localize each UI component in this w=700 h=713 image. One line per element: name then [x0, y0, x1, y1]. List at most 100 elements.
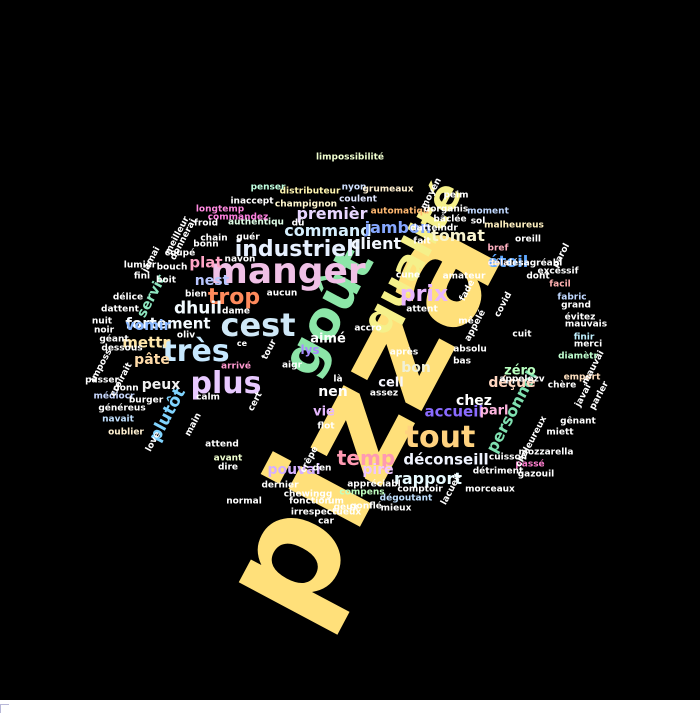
cloud-word: longtemp — [195, 204, 245, 215]
cloud-word: coulent — [339, 194, 377, 205]
cloud-word: industriell — [234, 237, 362, 262]
cloud-word: appelezv — [499, 374, 545, 385]
cloud-word: étoil — [487, 252, 529, 271]
cloud-word: bon — [401, 360, 431, 376]
cloud-word: tomat — [431, 226, 485, 245]
cloud-word: authentiqu — [228, 217, 284, 228]
cloud-word: fortement — [125, 314, 211, 333]
cloud-word: coupé — [164, 248, 196, 259]
cloud-word: main — [183, 411, 204, 439]
cloud-word: bonn — [193, 239, 219, 250]
cloud-word: oublier — [108, 427, 144, 438]
cloud-word: car — [318, 516, 334, 527]
cloud-word: délai — [487, 258, 513, 269]
cloud-word: bas — [453, 356, 471, 367]
cloud-word: manger — [210, 251, 366, 292]
cloud-word: arrivé — [220, 361, 252, 372]
cloud-word: plus — [190, 366, 262, 401]
cloud-word: grumeaux — [362, 184, 414, 195]
cloud-word: géant — [99, 334, 129, 345]
cloud-word: bâclée — [433, 214, 467, 225]
cloud-word: client — [350, 234, 402, 253]
cloud-word: oreill — [515, 234, 541, 245]
cloud-word: dont — [526, 271, 550, 282]
cloud-word: tout — [404, 420, 476, 455]
cloud-word: datteindr — [410, 223, 458, 234]
cloud-word: mieux — [380, 503, 412, 514]
cloud-word: geux — [333, 502, 359, 513]
cloud-word: chez — [456, 393, 492, 409]
cloud-word: attent — [406, 304, 438, 315]
cloud-word: distributeur — [279, 186, 341, 197]
cloud-word: fonction — [289, 496, 331, 507]
cloud-word: penser — [250, 182, 286, 193]
cloud-word: noir — [93, 325, 115, 336]
cloud-word: automatiqu — [370, 206, 430, 217]
cloud-word: là — [333, 374, 343, 385]
cloud-word: bouch — [156, 262, 188, 273]
cloud-word: finir — [573, 332, 595, 343]
cloud-word: dhuil — [173, 298, 223, 319]
cloud-word: moment — [467, 206, 509, 217]
cloud-word: den — [312, 463, 332, 474]
cloud-word: zéro — [504, 363, 536, 379]
cloud-word: chain — [200, 233, 228, 244]
cloud-word: diamètr — [558, 351, 598, 362]
cloud-word: champignon — [274, 199, 338, 210]
cloud-word: vomir — [125, 318, 171, 334]
cloud-word: assez — [369, 388, 399, 399]
cloud-word: parler — [587, 379, 612, 412]
cloud-word: mê — [458, 316, 474, 327]
cloud-word: dire — [217, 462, 239, 473]
cloud-word: généreus — [98, 403, 146, 414]
cloud-word: fait — [413, 236, 431, 247]
cloud-word: irrespectueux — [290, 507, 362, 518]
cloud-word: dû — [291, 218, 305, 229]
cloud-word: détriment — [472, 466, 524, 477]
cloud-word: nyon — [341, 182, 367, 193]
cloud-word: cest — [220, 306, 296, 344]
cloud-word: aucun — [266, 288, 298, 299]
cloud-word: inaccept — [230, 196, 274, 207]
cloud-word: temp — [336, 446, 396, 470]
cloud-word: froid — [193, 218, 219, 229]
cloud-word: dessous — [101, 343, 143, 354]
cloud-word: médiocr — [93, 391, 135, 402]
cloud-word: excessif — [537, 266, 579, 277]
cloud-word: nest — [194, 273, 230, 289]
cloud-word: mettr — [122, 333, 170, 352]
cloud-word: boit — [155, 275, 177, 286]
cloud-word: morceaux — [465, 484, 515, 495]
cloud-word: cuit — [512, 329, 532, 340]
cloud-word: dernier — [261, 480, 299, 491]
cloud-word: flot — [317, 421, 335, 432]
cloud-word: merci — [573, 339, 603, 350]
cloud-word: lys — [300, 343, 320, 357]
cloud-word: passer — [85, 375, 119, 386]
cloud-word: pouvai — [267, 462, 321, 478]
cloud-word: bref — [487, 243, 509, 254]
cloud-word: chère — [547, 380, 577, 391]
cloud-word: bien — [184, 289, 208, 300]
cloud-word: accro — [354, 323, 382, 334]
cloud-word: malheureus — [484, 220, 544, 231]
cloud-word: sol — [470, 216, 486, 227]
cloud-word: gazouil — [517, 469, 555, 480]
cloud-word: limpossibilité — [315, 152, 385, 163]
cloud-word: rapport — [393, 469, 463, 488]
cloud-word: aigr — [281, 360, 303, 371]
cloud-word: mozzarella — [518, 447, 574, 458]
cloud-word: peux — [141, 377, 181, 393]
cloud-word: dame — [222, 306, 250, 317]
cloud-word: désagréabl — [505, 258, 563, 269]
cloud-word: amateur — [442, 271, 486, 282]
cloud-word: gonflé — [350, 501, 382, 512]
cloud-word: calm — [196, 392, 220, 403]
cloud-word: dattent — [101, 304, 139, 315]
cloud-word: accueil — [424, 402, 484, 421]
cloud-word: trop — [207, 285, 261, 310]
cloud-word: normal — [226, 496, 262, 507]
cloud-word: oliv — [176, 330, 196, 341]
cloud-word: miett — [546, 427, 574, 438]
